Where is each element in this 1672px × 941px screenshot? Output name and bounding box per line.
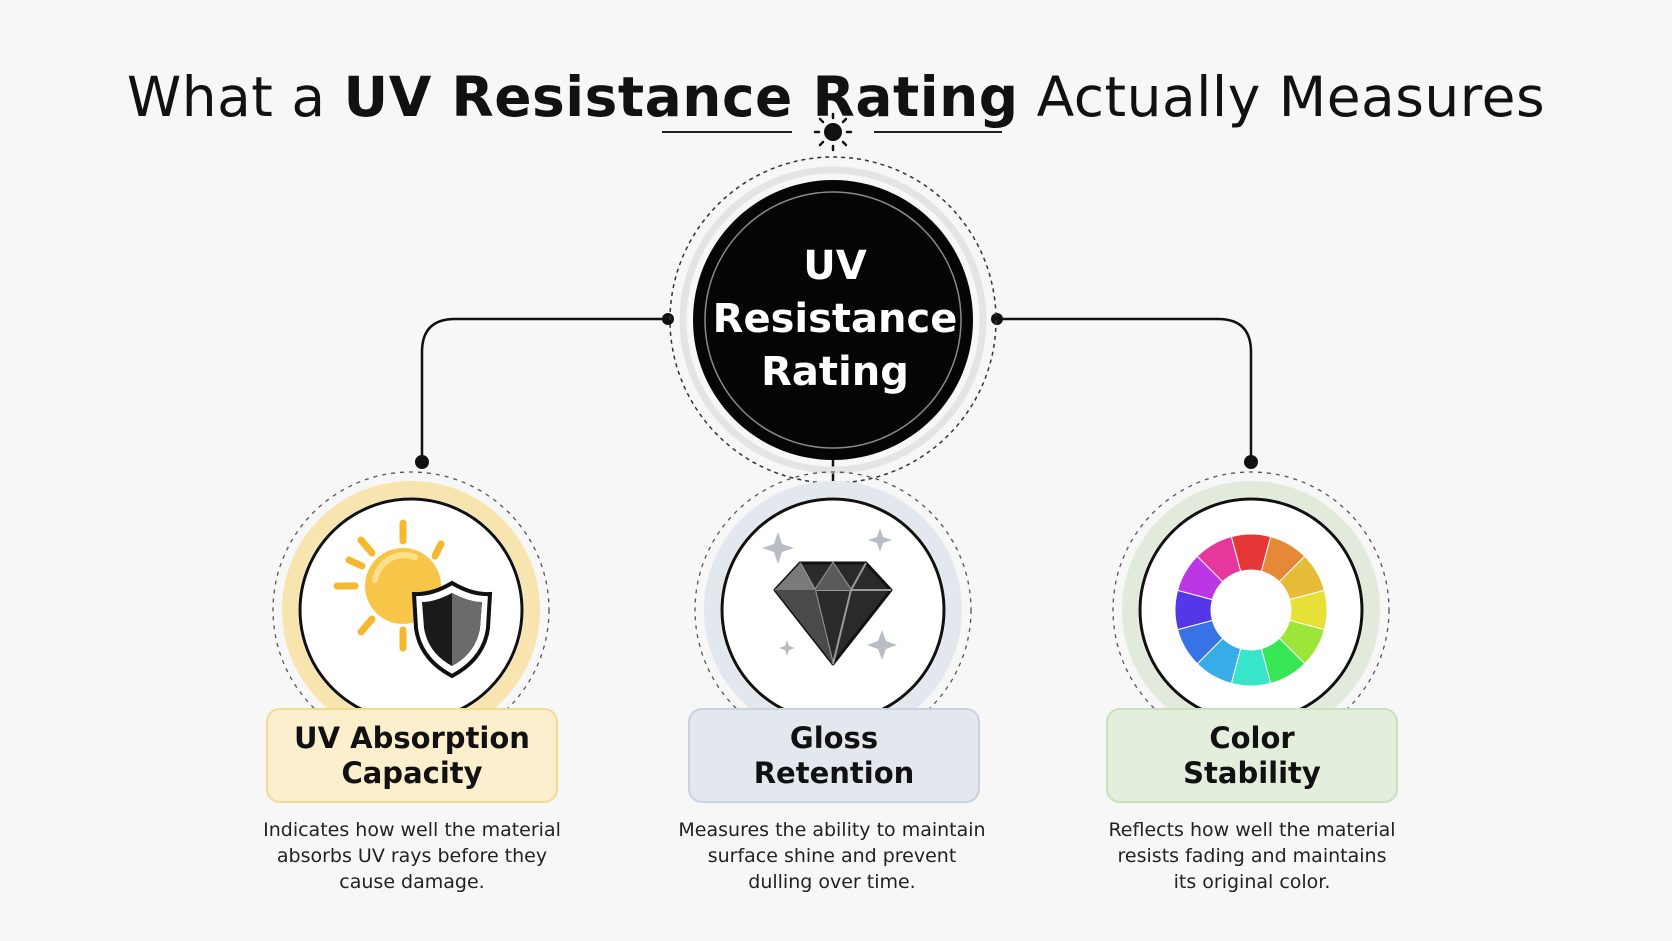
label-line: UV Absorption [294,720,530,755]
diamond-icon [773,561,893,666]
header-divider [662,112,1002,152]
connector-right [997,317,1253,462]
color-wheel-segment [1196,535,1242,583]
description-line: absorbs UV rays before they [276,845,548,867]
gloss-retention-description: Measures the ability to maintain surface… [667,817,997,895]
sun-shield-icon [333,519,493,679]
label-line: Color [1209,720,1295,755]
connector-left [420,317,668,462]
description-line: surface shine and prevent [707,845,957,867]
description-line: dulling over time. [748,871,916,893]
description-line: its original color. [1173,871,1331,893]
color-stability-description: Reflects how well the material resists f… [1087,817,1417,895]
description-line: resists fading and maintains [1117,845,1387,867]
center-node [669,156,997,484]
description-line: Measures the ability to maintain [678,819,986,841]
title-bold: UV Resistance Rating [343,64,1019,129]
title-suffix: Actually Measures [1018,64,1546,129]
label-line: Gloss [789,720,879,755]
gloss-retention-node [694,471,972,749]
description-line: Indicates how well the material [263,819,561,841]
gloss-retention-label: Gloss Retention [688,708,980,803]
uv-absorption-description: Indicates how well the material absorbs … [247,817,577,895]
center-label-line: Resistance [712,296,958,342]
uv-absorption-label: UV Absorption Capacity [266,708,558,803]
label-line: Capacity [341,755,483,790]
sparkle-icon [762,528,897,660]
description-line: cause damage. [339,871,485,893]
label-line: Retention [753,755,915,790]
color-wheel-icon [1174,533,1328,687]
description-line: Reflects how well the material [1108,819,1396,841]
title-prefix: What a [126,64,344,129]
page-title: What a UV Resistance Rating Actually Mea… [0,65,1672,129]
center-label-line: Rating [761,349,909,395]
center-label-line: UV [803,243,867,289]
color-stability-node [1112,471,1390,749]
color-stability-label: Color Stability [1106,708,1398,803]
sun-divider-icon [813,112,853,152]
label-line: Stability [1183,755,1321,790]
center-label: UV Resistance Rating [690,240,980,399]
uv-absorption-node [272,471,550,749]
